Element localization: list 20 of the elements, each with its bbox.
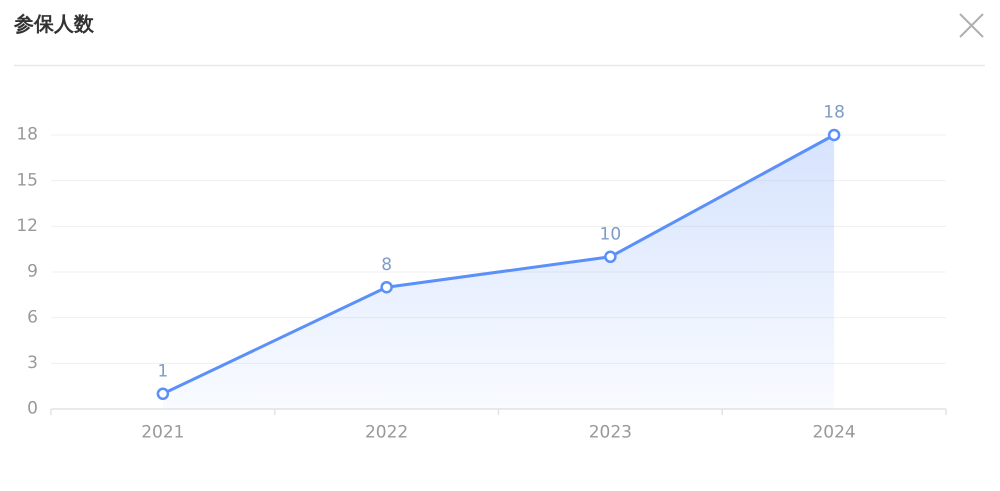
y-tick-label: 9	[27, 262, 38, 282]
y-tick-label: 18	[16, 124, 38, 145]
y-tick-label: 0	[27, 398, 38, 419]
data-label: 1	[157, 361, 168, 382]
x-tick-label: 2021	[141, 422, 185, 443]
x-tick-label: 2022	[364, 422, 408, 443]
point	[380, 280, 393, 294]
y-tick-label: 6	[27, 307, 38, 328]
point	[828, 128, 840, 142]
point	[156, 388, 170, 400]
x-tick-label: 2023	[588, 422, 632, 443]
x-tick-label: 2024	[812, 422, 856, 443]
point	[604, 250, 617, 264]
y-tick-label: 15	[16, 170, 38, 190]
data-label: 18	[823, 102, 845, 123]
data-label: 10	[600, 224, 622, 244]
chart-title: 参保人数	[13, 11, 95, 36]
data-label: 8	[381, 254, 392, 275]
y-tick-label: 12	[16, 216, 38, 236]
y-tick-label: 3	[27, 352, 38, 373]
